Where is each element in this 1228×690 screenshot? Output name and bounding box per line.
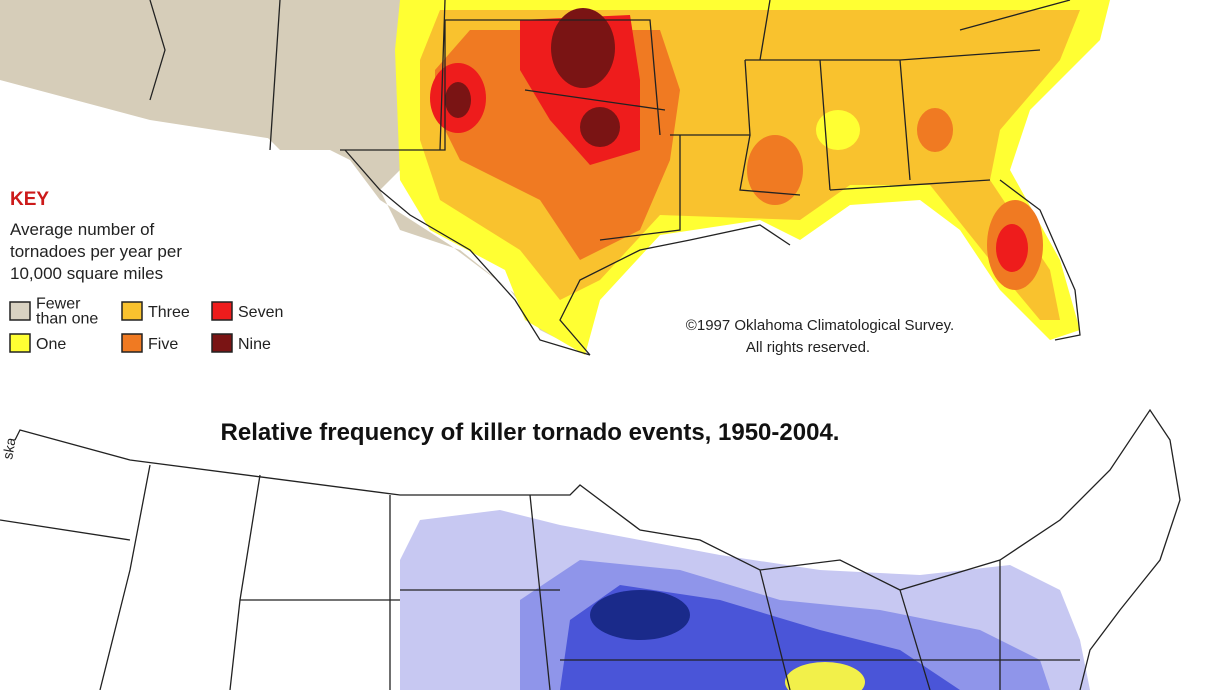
legend-label: Fewer xyxy=(36,296,81,313)
frequency-peak xyxy=(785,662,865,690)
band-nine xyxy=(551,8,615,88)
bottom-map: Relative frequency of killer tornado eve… xyxy=(0,408,1181,690)
copyright: All rights reserved. xyxy=(746,339,870,356)
legend-label: Five xyxy=(148,336,178,353)
legend-label: Seven xyxy=(238,304,283,321)
copyright: ©1997 Oklahoma Climatological Survey. xyxy=(686,317,954,334)
top-map: KEY Average number of tornadoes per year … xyxy=(0,0,1110,356)
legend-swatch xyxy=(211,301,233,321)
legend-swatch xyxy=(9,301,31,321)
key-title: KEY xyxy=(10,189,49,210)
legend-label: than one xyxy=(36,311,98,328)
map-title: Relative frequency of killer tornado eve… xyxy=(221,419,840,446)
legend-swatch xyxy=(9,333,31,353)
legend-label: Nine xyxy=(238,336,271,353)
key-description: tornadoes per year per xyxy=(10,242,182,261)
legend-label: Three xyxy=(148,304,190,321)
key-description: Average number of xyxy=(10,220,155,239)
legend-swatch xyxy=(211,333,233,353)
legend-swatch xyxy=(121,333,143,353)
legend-label: One xyxy=(36,336,66,353)
legend-swatch xyxy=(121,301,143,321)
key-description: 10,000 square miles xyxy=(10,264,163,283)
alaska-label: ska xyxy=(0,436,19,460)
frequency-highest xyxy=(590,590,690,640)
